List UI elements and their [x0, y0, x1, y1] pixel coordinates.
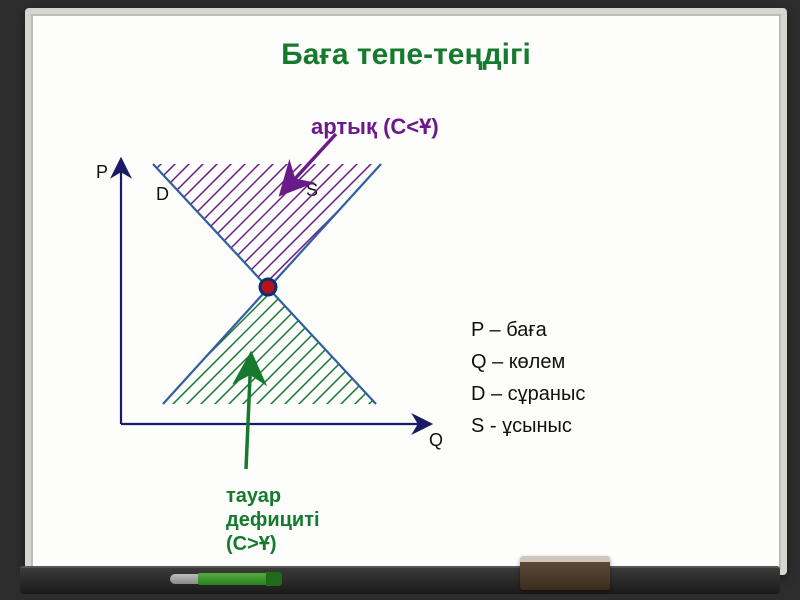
legend: P – баға Q – көлем D – сұраныс S - ұсыны…: [471, 314, 585, 442]
whiteboard-tray: [20, 566, 780, 594]
legend-q: Q – көлем: [471, 346, 585, 378]
surplus-label: артық (С<Ұ): [311, 114, 439, 140]
deficit-label: тауар дефициті (С>Ұ): [226, 484, 320, 556]
supply-demand-diagram: [91, 144, 451, 474]
eraser-icon: [520, 556, 610, 590]
legend-s: S - ұсыныс: [471, 410, 585, 442]
whiteboard: Баға тепе-теңдігі артық (С<Ұ) P D S Q P …: [25, 8, 787, 575]
marker-icon: [170, 572, 280, 586]
legend-p: P – баға: [471, 314, 585, 346]
presentation-frame: Баға тепе-теңдігі артық (С<Ұ) P D S Q P …: [0, 0, 800, 600]
page-title: Баға тепе-теңдігі: [31, 38, 781, 72]
legend-d: D – сұраныс: [471, 378, 585, 410]
